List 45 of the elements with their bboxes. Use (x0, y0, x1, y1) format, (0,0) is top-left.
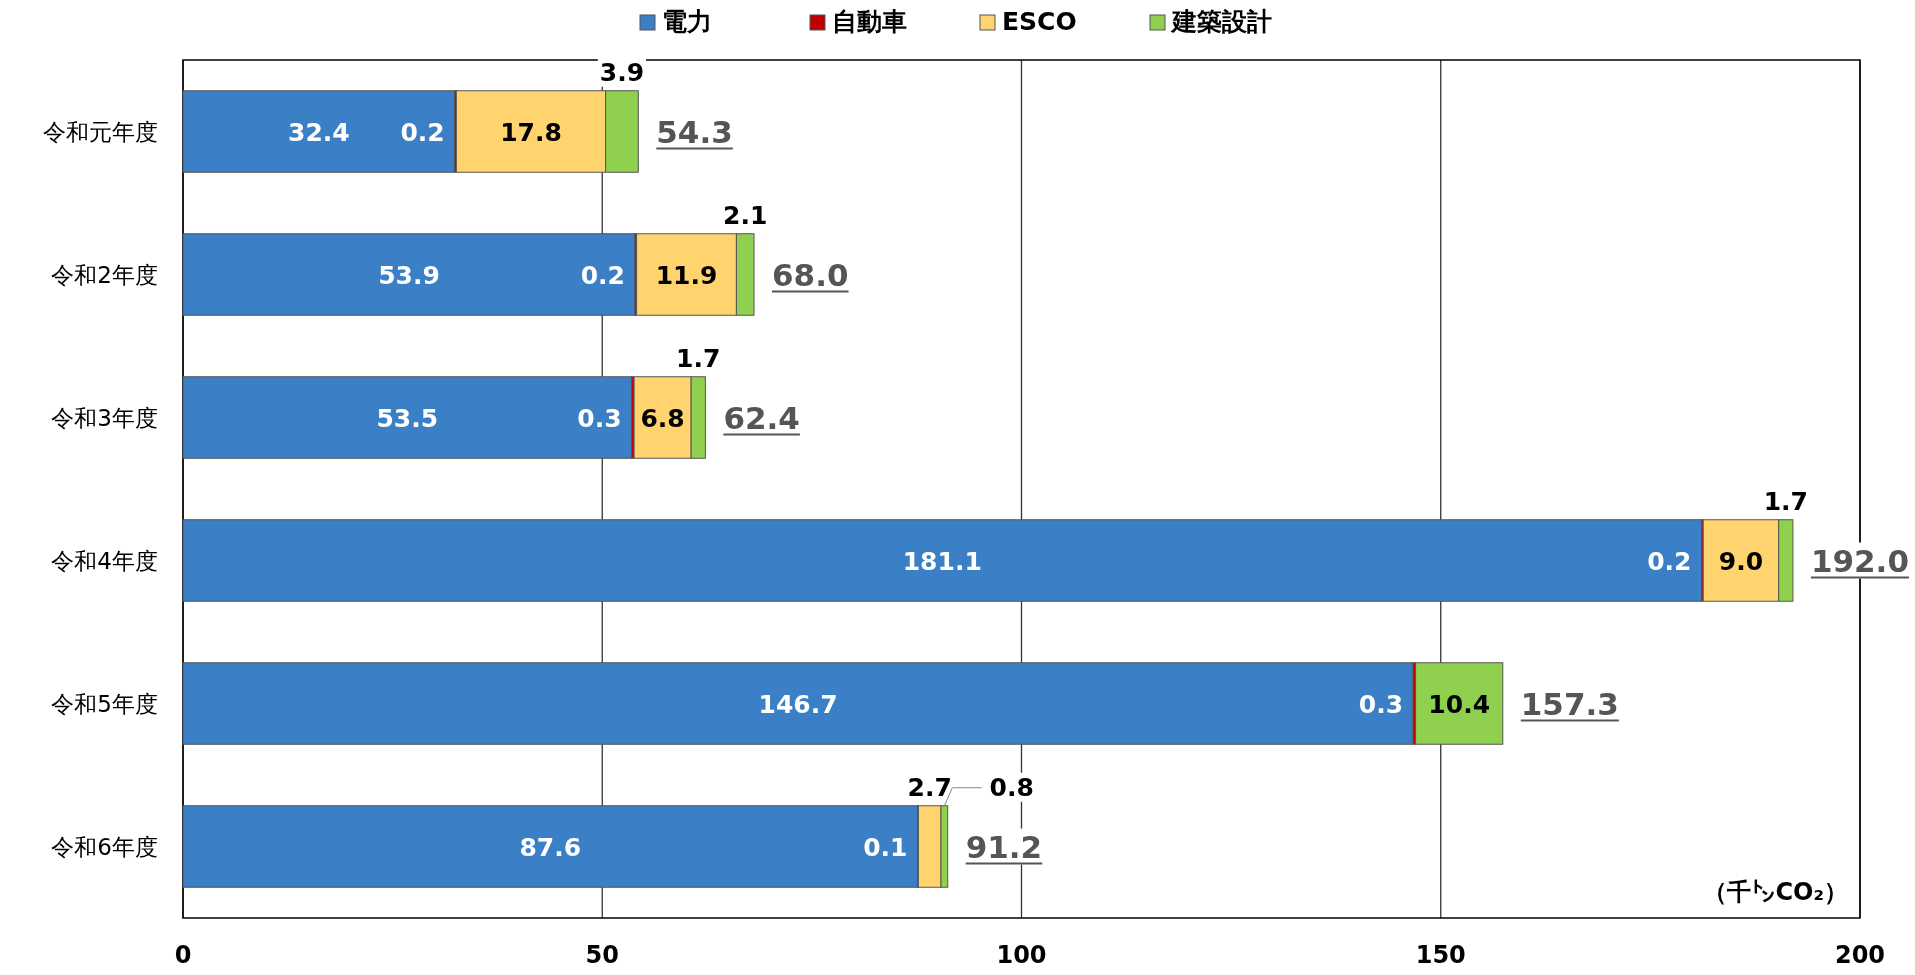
total-label: 157.3 (1520, 685, 1619, 722)
y-tick-label: 令和4年度 (51, 547, 158, 574)
data-label: 3.9 (599, 57, 645, 87)
y-tick-label: 令和3年度 (51, 404, 158, 431)
y-tick-label: 令和5年度 (51, 690, 158, 717)
legend-label: 自動車 (832, 7, 907, 36)
data-label: 53.5 (376, 403, 439, 433)
total-label: 62.4 (723, 399, 800, 436)
x-tick-label: 100 (996, 941, 1047, 969)
y-tick-label: 令和元年度 (43, 118, 158, 145)
data-label: 2.7 (907, 772, 952, 802)
x-tick-label: 200 (1834, 941, 1886, 969)
data-label: 1.7 (676, 343, 721, 373)
data-label: 9.0 (1718, 546, 1764, 576)
data-label: 87.6 (519, 832, 582, 862)
data-label: 0.8 (989, 772, 1034, 802)
annotation: （千㌧CO₂） (1703, 878, 1848, 906)
legend-label: 電力 (662, 7, 712, 36)
x-tick-label: 150 (1415, 941, 1466, 969)
data-label: 0.2 (1647, 546, 1692, 576)
y-tick-label: 令和6年度 (51, 833, 158, 860)
data-label: 146.7 (758, 689, 838, 719)
total-label: 91.2 (965, 828, 1043, 865)
x-tick-label: 0 (174, 941, 192, 969)
total-label: 54.3 (656, 113, 733, 150)
legend-label: 建築設計 (1170, 7, 1272, 36)
data-label: 1.7 (1763, 486, 1808, 516)
legend-label: ESCO (1002, 7, 1077, 36)
data-label: 2.1 (723, 200, 768, 230)
data-label: 6.8 (640, 403, 685, 433)
data-label: 0.3 (577, 403, 622, 433)
data-label: 17.8 (500, 117, 562, 147)
y-tick-label: 令和2年度 (51, 261, 158, 288)
data-label: 181.1 (902, 546, 982, 576)
total-label: 68.0 (772, 256, 849, 293)
data-label: 53.9 (378, 260, 440, 290)
data-label: 0.3 (1358, 689, 1404, 719)
x-tick-label: 50 (585, 941, 619, 969)
data-label: 0.2 (580, 260, 625, 290)
data-label: 0.1 (863, 832, 908, 862)
data-label: 10.4 (1428, 689, 1491, 719)
data-label: 11.9 (655, 260, 718, 290)
data-label: 32.4 (287, 117, 350, 147)
data-label: 0.2 (400, 117, 445, 147)
total-label: 192.0 (1810, 542, 1909, 579)
